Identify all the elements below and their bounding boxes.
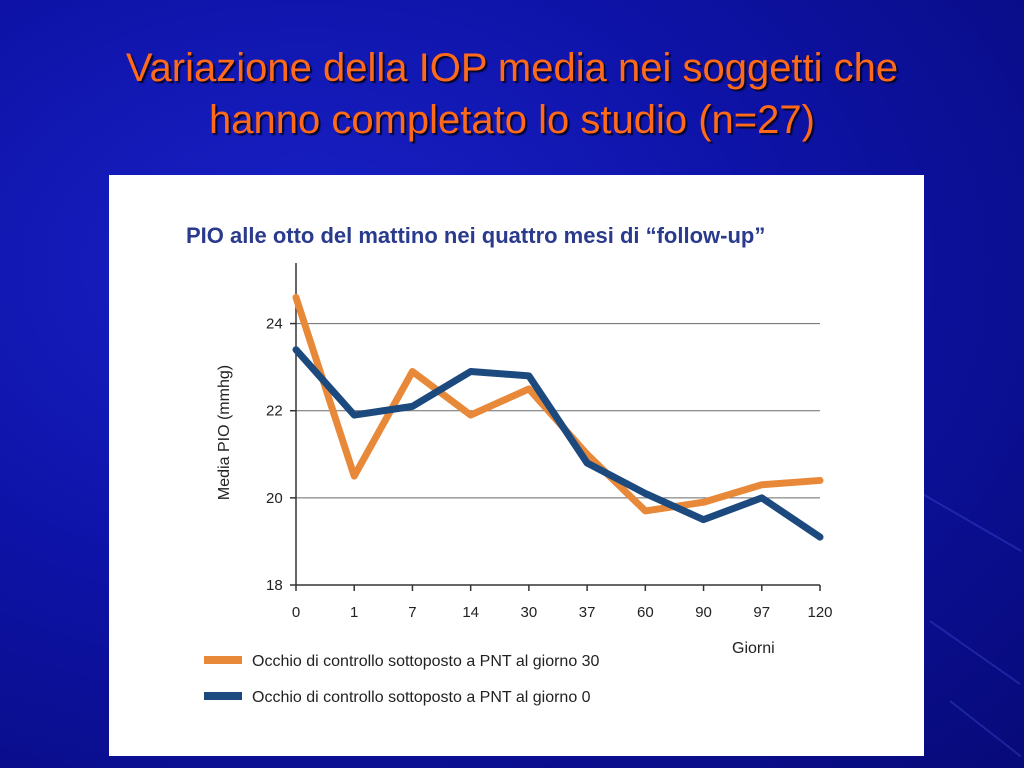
y-tick-label: 18	[266, 577, 283, 594]
data-point	[351, 412, 358, 419]
series-line-1	[292, 293, 824, 515]
slide-title-line-1: Variazione della IOP media nei soggetti …	[125, 46, 899, 90]
series-lines	[292, 293, 824, 541]
legend: Occhio di controllo sottoposto a PNT al …	[204, 653, 600, 706]
y-tick-label: 22	[266, 403, 283, 420]
data-point	[525, 385, 532, 392]
data-point	[700, 499, 707, 506]
data-point	[351, 473, 358, 480]
x-tick-label: 60	[637, 604, 654, 621]
data-point	[525, 372, 532, 379]
x-tick-label: 30	[521, 604, 538, 621]
x-tick-label: 14	[462, 604, 479, 621]
y-tick-label: 20	[266, 490, 283, 507]
x-tick-label: 97	[753, 604, 770, 621]
x-axis-label: Giorni	[732, 640, 775, 657]
data-point	[700, 516, 707, 523]
x-tick-label: 0	[292, 604, 300, 621]
data-point	[293, 294, 299, 301]
data-point	[409, 403, 416, 410]
data-point	[642, 507, 649, 514]
axes: 18 20 22 24 0 1 7 14 30 37 60 90 97 120	[266, 263, 833, 621]
data-point	[758, 481, 765, 488]
slide-title-line-2: hanno completato lo studio (n=27)	[209, 98, 815, 142]
background-streak	[949, 700, 1022, 758]
y-axis-label: Media PIO (mmhg)	[216, 365, 233, 500]
data-point	[817, 534, 823, 541]
x-tick-label: 90	[695, 604, 712, 621]
slide-title: Variazione della IOP media nei soggetti …	[0, 42, 1024, 146]
data-point	[467, 412, 474, 419]
chart-panel: PIO alle otto del mattino nei quattro me…	[109, 175, 924, 756]
data-point	[293, 346, 299, 353]
x-tick-label: 37	[579, 604, 596, 621]
data-point	[467, 368, 474, 375]
data-point	[584, 460, 591, 466]
y-tick-label: 24	[266, 316, 283, 333]
legend-label: Occhio di controllo sottoposto a PNT al …	[252, 653, 600, 670]
data-point	[642, 490, 649, 497]
data-point	[758, 494, 765, 501]
line-chart: PIO alle otto del mattino nei quattro me…	[186, 223, 833, 706]
x-tick-label: 1	[350, 604, 358, 621]
chart-title: PIO alle otto del mattino nei quattro me…	[186, 223, 765, 248]
data-point	[409, 368, 416, 375]
x-tick-label: 7	[408, 604, 416, 621]
x-tick-label: 120	[807, 604, 832, 621]
data-point	[817, 477, 823, 484]
background-streak	[929, 620, 1021, 685]
legend-label: Occhio di controllo sottoposto a PNT al …	[252, 689, 591, 706]
series-line-2	[292, 346, 824, 541]
